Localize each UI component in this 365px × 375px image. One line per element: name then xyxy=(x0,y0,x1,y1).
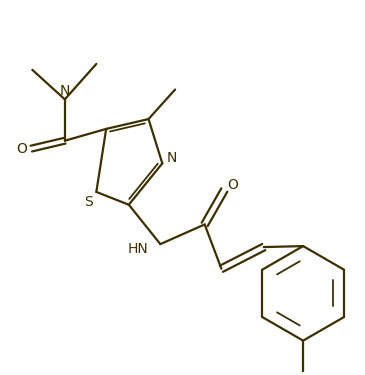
Text: O: O xyxy=(227,178,238,192)
Text: O: O xyxy=(16,142,27,156)
Text: N: N xyxy=(59,84,70,99)
Text: N: N xyxy=(167,152,177,165)
Text: S: S xyxy=(84,195,93,209)
Text: HN: HN xyxy=(128,242,149,256)
